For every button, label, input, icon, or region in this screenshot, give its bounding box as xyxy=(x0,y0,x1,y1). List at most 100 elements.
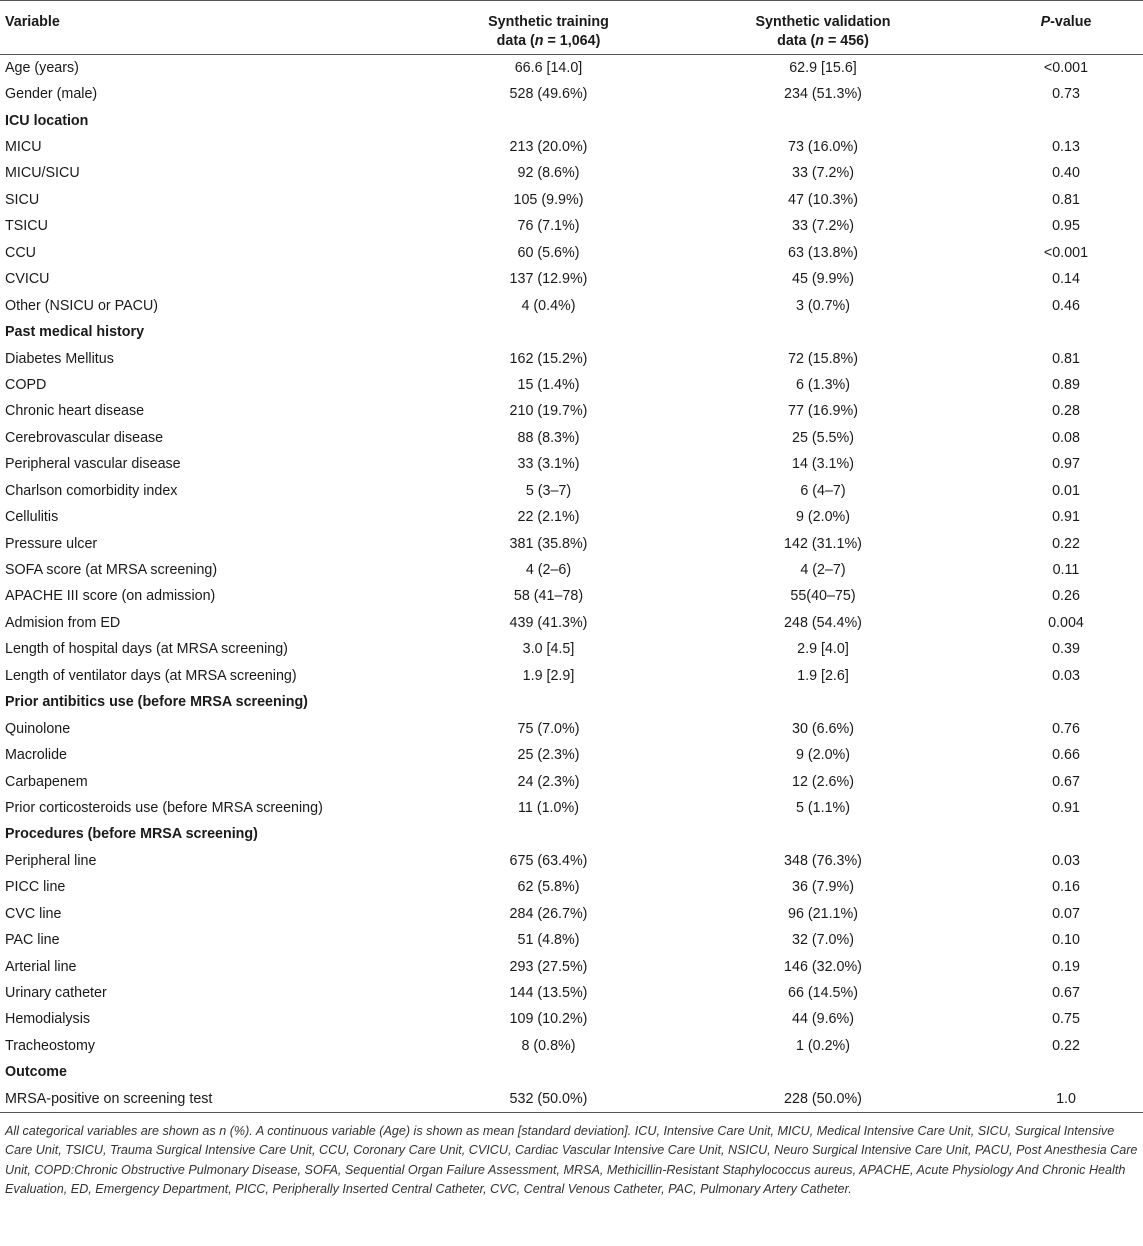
table-row: Hemodialysis 109 (10.2%) 44 (9.6%) 0.75 xyxy=(0,1006,1143,1032)
cell-training: 66.6 [14.0] xyxy=(514,59,583,76)
cell-pvalue: <0.001 xyxy=(1043,59,1089,76)
table-row: Carbapenem 24 (2.3%) 12 (2.6%) 0.67 xyxy=(0,768,1143,794)
header-validation-line2-post: = 456) xyxy=(823,33,869,49)
table-body: Age (years) 66.6 [14.0] 62.9 [15.6] <0.001 G… xyxy=(0,55,1143,1112)
header-row: Variable Synthetic training data (n = 1,… xyxy=(0,0,1143,55)
table-row: Chronic heart disease 210 (19.7%) 77 (16.9… xyxy=(0,398,1143,424)
cell-variable: CVC line xyxy=(5,905,62,922)
cell-validation: 228 (50.0%) xyxy=(784,1090,862,1107)
cell-variable: Cellulitis xyxy=(5,509,59,526)
cell-validation: 4 (2–7) xyxy=(800,562,846,579)
cell-training: 88 (8.3%) xyxy=(517,429,580,446)
table-row: CCU 60 (5.6%) 63 (13.8%) <0.001 xyxy=(0,240,1143,266)
cell-training: 213 (20.0%) xyxy=(509,139,588,156)
cell-variable: CCU xyxy=(5,244,36,261)
section-heading: ICU location xyxy=(5,112,89,129)
cell-pvalue: <0.001 xyxy=(1043,244,1089,261)
cell-pvalue: 0.03 xyxy=(1052,667,1080,684)
cell-pvalue: 0.75 xyxy=(1052,1011,1080,1028)
cell-pvalue: 0.16 xyxy=(1052,879,1080,896)
table-row: Arterial line 293 (27.5%) 146 (32.0%) 0.19 xyxy=(0,953,1143,979)
cell-pvalue: 0.81 xyxy=(1052,350,1080,367)
cell-validation: 6 (1.3%) xyxy=(795,376,851,393)
table-row: PICC line 62 (5.8%) 36 (7.9%) 0.16 xyxy=(0,874,1143,900)
cell-variable: SOFA score (at MRSA screening) xyxy=(5,562,218,579)
cell-variable: Urinary catheter xyxy=(5,985,107,1002)
table-header: Variable Synthetic training data (n = 1,… xyxy=(0,0,1143,55)
cell-validation: 3 (0.7%) xyxy=(795,297,851,314)
cell-pvalue: 0.97 xyxy=(1052,456,1080,473)
table-row: Peripheral line 675 (63.4%) 348 (76.3%) 0.0… xyxy=(0,848,1143,874)
cell-validation: 45 (9.9%) xyxy=(792,271,854,288)
table-row: CVC line 284 (26.7%) 96 (21.1%) 0.07 xyxy=(0,901,1143,927)
header-training-line2-post: = 1,064) xyxy=(543,33,601,49)
cell-variable: Macrolide xyxy=(5,747,67,764)
cell-pvalue: 0.01 xyxy=(1052,482,1080,499)
cell-validation: 9 (2.0%) xyxy=(795,509,851,526)
table-row: Cellulitis 22 (2.1%) 9 (2.0%) 0.91 xyxy=(0,504,1143,530)
header-training-n: n xyxy=(534,33,544,49)
cell-training: 1.9 [2.9] xyxy=(522,667,575,684)
cell-variable: Hemodialysis xyxy=(5,1011,91,1028)
table-row: Urinary catheter 144 (13.5%) 66 (14.5%) 0.6… xyxy=(0,980,1143,1006)
cell-validation: 32 (7.0%) xyxy=(792,932,854,949)
table-row: APACHE III score (on admission) 58 (41–78… xyxy=(0,583,1143,609)
cell-variable: MRSA-positive on screening test xyxy=(5,1090,213,1107)
cell-training: 62 (5.8%) xyxy=(517,879,580,896)
table-row: MRSA-positive on screening test 532 (50.0… xyxy=(0,1086,1143,1112)
cell-training: 162 (15.2%) xyxy=(509,350,588,367)
cell-training: 11 (1.0%) xyxy=(518,799,579,816)
cell-validation: 6 (4–7) xyxy=(800,482,846,499)
table-row: Admision from ED 439 (41.3%) 248 (54.4%) 0.… xyxy=(0,610,1143,636)
cell-validation: 55(40–75) xyxy=(790,588,856,605)
cell-pvalue: 0.004 xyxy=(1048,614,1084,631)
cell-pvalue: 0.91 xyxy=(1052,509,1080,526)
cell-training: 33 (3.1%) xyxy=(517,456,580,473)
cell-validation: 77 (16.9%) xyxy=(788,403,858,420)
cell-training: 109 (10.2%) xyxy=(509,1011,588,1028)
section-heading: Prior antibitics use (before MRSA screen… xyxy=(5,694,308,711)
cell-validation: 33 (7.2%) xyxy=(792,218,854,235)
cell-training: 15 (1.4%) xyxy=(517,376,580,393)
cell-variable: SICU xyxy=(5,191,40,208)
cell-variable: Peripheral line xyxy=(5,852,97,869)
cell-training: 75 (7.0%) xyxy=(517,720,580,737)
cell-pvalue: 0.03 xyxy=(1052,852,1080,869)
cell-variable: Admision from ED xyxy=(5,614,121,631)
cell-validation: 36 (7.9%) xyxy=(792,879,854,896)
cell-variable: Tracheostomy xyxy=(5,1037,96,1054)
cell-validation: 1 (0.2%) xyxy=(795,1037,851,1054)
cell-training: 293 (27.5%) xyxy=(509,958,588,975)
table-row: COPD 15 (1.4%) 6 (1.3%) 0.89 xyxy=(0,372,1143,398)
cell-variable: TSICU xyxy=(5,218,48,235)
cell-training: 137 (12.9%) xyxy=(509,271,588,288)
table-row: Charlson comorbidity index 5 (3–7) 6 (4–7)… xyxy=(0,478,1143,504)
cell-training: 8 (0.8%) xyxy=(521,1037,576,1054)
header-validation: Synthetic validation data (n = 456) xyxy=(693,1,953,55)
cell-training: 284 (26.7%) xyxy=(509,905,588,922)
cell-pvalue: 0.13 xyxy=(1052,139,1080,156)
section-heading: Procedures (before MRSA screening) xyxy=(5,826,258,843)
header-pvalue-italic: P xyxy=(1040,14,1051,30)
cell-pvalue: 0.07 xyxy=(1052,905,1080,922)
cell-validation: 33 (7.2%) xyxy=(792,165,854,182)
cell-pvalue: 0.26 xyxy=(1052,588,1080,605)
header-pvalue: P-value xyxy=(953,1,1143,55)
table-row: Prior corticosteroids use (before MRSA s… xyxy=(0,795,1143,821)
cell-pvalue: 0.73 xyxy=(1052,86,1080,103)
cell-variable: Peripheral vascular disease xyxy=(5,456,181,473)
cell-pvalue: 0.66 xyxy=(1052,747,1080,764)
cell-validation: 142 (31.1%) xyxy=(784,535,862,552)
cell-variable: Diabetes Mellitus xyxy=(5,350,114,367)
cell-pvalue: 0.46 xyxy=(1052,297,1080,314)
cell-variable: Cerebrovascular disease xyxy=(5,429,164,446)
cell-validation: 72 (15.8%) xyxy=(788,350,858,367)
cell-variable: Carbapenem xyxy=(5,773,88,790)
cell-validation: 348 (76.3%) xyxy=(784,852,862,869)
table-row: SOFA score (at MRSA screening) 4 (2–6) 4 (… xyxy=(0,557,1143,583)
cell-training: 3.0 [4.5] xyxy=(522,641,575,658)
section-heading: Outcome xyxy=(5,1064,67,1081)
cell-validation: 1.9 [2.6] xyxy=(797,667,849,684)
cell-pvalue: 0.67 xyxy=(1052,985,1080,1002)
cell-training: 439 (41.3%) xyxy=(509,614,588,631)
